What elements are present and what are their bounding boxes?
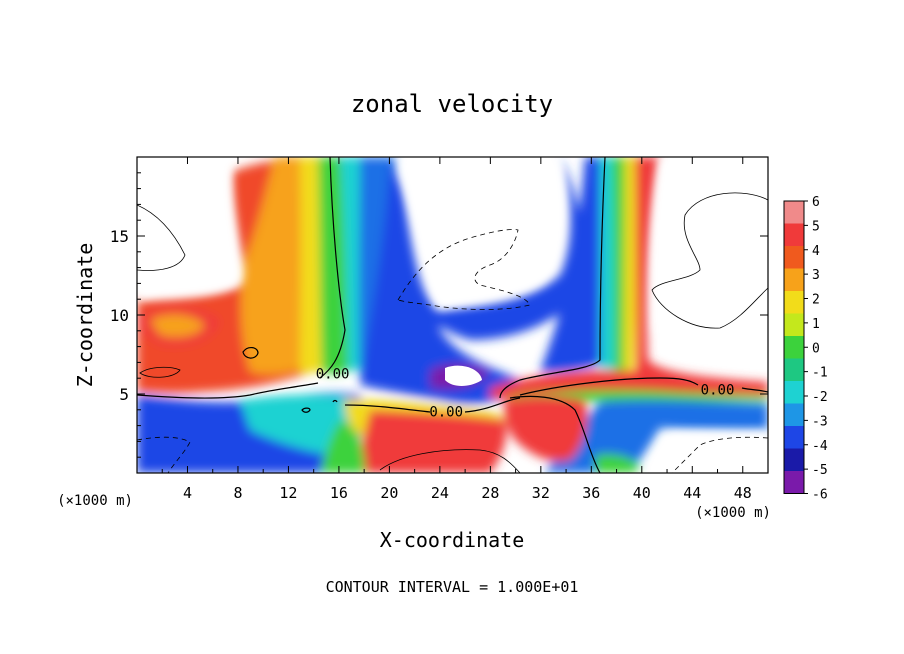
x-tick-label: 20 (380, 484, 398, 502)
colorbar-label: -1 (812, 366, 828, 381)
x-tick-label: 4 (183, 484, 192, 502)
contour-loop-center (509, 395, 601, 473)
colorbar-label: 5 (812, 219, 820, 234)
contour-dashed-top (397, 229, 531, 310)
contour-thin-left-top (137, 204, 186, 271)
x-tick-label: 32 (532, 484, 550, 502)
colorbar-label: 0 (812, 341, 820, 356)
colorbar-label: -2 (812, 390, 828, 405)
colorbar-label: 3 (812, 268, 820, 283)
field-lower-green (320, 420, 365, 473)
x-axis-label: X-coordinate (380, 528, 525, 552)
field-red-loop (503, 396, 587, 462)
x-tick-label: 36 (582, 484, 600, 502)
contour-label: 0.00 (429, 404, 463, 420)
x-tick-label: 48 (734, 484, 752, 502)
contour-lines (137, 157, 768, 473)
y-axis: 5 10 15 (110, 172, 768, 458)
colorbar-swatch (784, 291, 804, 314)
colorbar-swatch (784, 381, 804, 404)
colorbar-label: 4 (812, 244, 820, 259)
colorbar-swatch (784, 448, 804, 471)
field-green-bottom (595, 453, 640, 473)
contour-thin-left-low (139, 366, 181, 378)
x-tick-label: 8 (233, 484, 242, 502)
contour-labels: 0.00 0.00 0.00 (316, 366, 735, 420)
colorbar-label: -3 (812, 414, 828, 429)
x-tick-label: 40 (633, 484, 651, 502)
plot-area: 0.000.000.00 4 8 12 16 20 24 28 32 36 40 44 48 5101… (110, 156, 769, 502)
field-lower-red (360, 410, 507, 473)
colorbar-swatch (784, 336, 804, 359)
field-blue-column (540, 157, 615, 372)
field-white-right (650, 157, 768, 365)
field-white-center (400, 157, 571, 310)
x-tick-label: 24 (431, 484, 449, 502)
colorbar-swatch (784, 246, 804, 269)
field-blue-mid (360, 160, 520, 404)
contour-zero-right (499, 157, 606, 399)
x-units-right: (×1000 m) (695, 505, 771, 521)
contour-zero-jet (137, 382, 319, 399)
field-white-upperleft (137, 157, 240, 300)
colorbar-label: -6 (812, 488, 828, 503)
contour-label: 0.00 (316, 366, 350, 382)
colorbar-swatch (784, 358, 804, 381)
x-tick-label: 28 (481, 484, 499, 502)
x-tick-label: 12 (279, 484, 297, 502)
contour-dashed-lowerleft (137, 436, 191, 473)
x-units-left: (×1000 m) (57, 493, 133, 509)
colorbar-label: 6 (812, 195, 820, 210)
field-white-lowerright (650, 431, 768, 473)
colorbar-label: 1 (812, 317, 820, 332)
colorbar-label: -4 (812, 439, 828, 454)
colorbar-swatch (784, 403, 804, 426)
colorbar-label: -5 (812, 463, 828, 478)
velocity-field (137, 157, 768, 473)
y-tick-label: 5 (119, 385, 129, 404)
contour-tiny-loop (301, 407, 311, 413)
colorbar-swatch (784, 201, 804, 224)
colorbar-swatch (784, 313, 804, 336)
y-axis-label: Z-coordinate (73, 243, 97, 388)
contour-zero-lower (344, 397, 521, 413)
contour-thin-right (651, 192, 768, 329)
field-orange-blob (150, 314, 205, 337)
contour-dashed-lowerright (671, 436, 768, 473)
colorbar-label: 2 (812, 293, 820, 308)
contour-dot (332, 399, 338, 403)
field-jet-red (490, 370, 768, 399)
colorbar-swatch (784, 471, 804, 494)
x-tick-label: 16 (330, 484, 348, 502)
colorbar-swatch (784, 268, 804, 291)
colorbar-swatch (784, 223, 804, 246)
contour-thin-bottom (379, 449, 521, 473)
negative-contours (137, 229, 768, 473)
y-tick-label: 10 (110, 306, 129, 325)
colorbar-swatch (784, 426, 804, 449)
field-green-left (318, 157, 351, 375)
field-blue-right (433, 157, 587, 340)
colorbar: 6 5 4 3 2 1 0 -1 -2 -3 -4 -5 -6 (783, 195, 828, 503)
contour-zero-jet-right (519, 377, 768, 396)
y-tick-label: 15 (110, 227, 129, 246)
field-red-column (635, 157, 768, 392)
chart-title: zonal velocity (351, 90, 553, 118)
field-lower-cyan (240, 394, 351, 455)
x-axis: 4 8 12 16 20 24 28 32 36 40 44 48 (161, 157, 752, 502)
contour-interval-note: CONTOUR INTERVAL = 1.000E+01 (326, 578, 579, 596)
contour-zero-left (319, 157, 346, 379)
contour-small-loop (242, 347, 259, 359)
contour-label: 0.00 (701, 382, 735, 398)
x-tick-label: 44 (683, 484, 701, 502)
field-white-hole (445, 365, 482, 386)
